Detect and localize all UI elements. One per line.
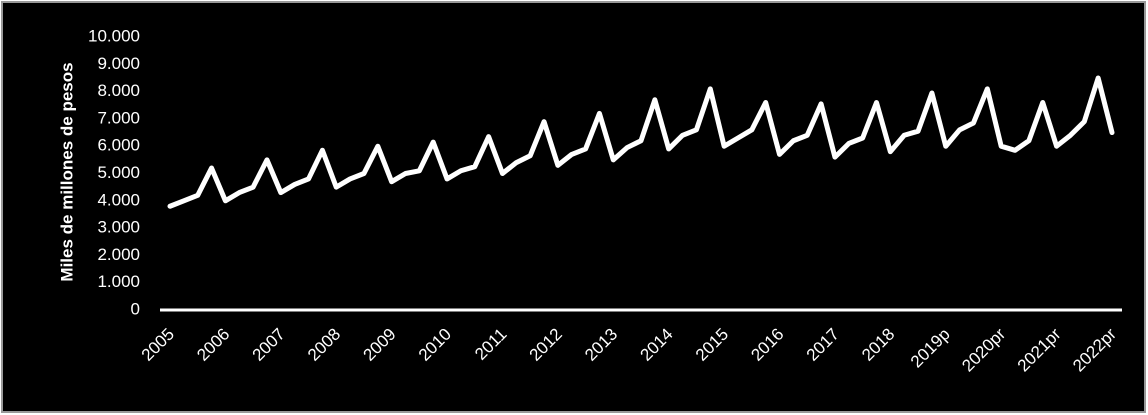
y-tick-label: 0 [131, 299, 140, 318]
series-line [167, 75, 1115, 209]
y-tick-label: 7.000 [97, 108, 140, 127]
y-tick-label: 5.000 [97, 163, 140, 182]
y-axis-title: Miles de millones de pesos [57, 62, 76, 281]
y-tick-label: 6.000 [97, 136, 140, 155]
y-tick-label: 2.000 [97, 245, 140, 264]
y-tick-label: 4.000 [97, 190, 140, 209]
y-tick-label: 10.000 [88, 26, 140, 45]
y-tick-label: 3.000 [97, 218, 140, 237]
y-tick-label: 9.000 [97, 54, 140, 73]
y-tick-label: 8.000 [97, 81, 140, 100]
y-tick-label: 1.000 [97, 272, 140, 291]
